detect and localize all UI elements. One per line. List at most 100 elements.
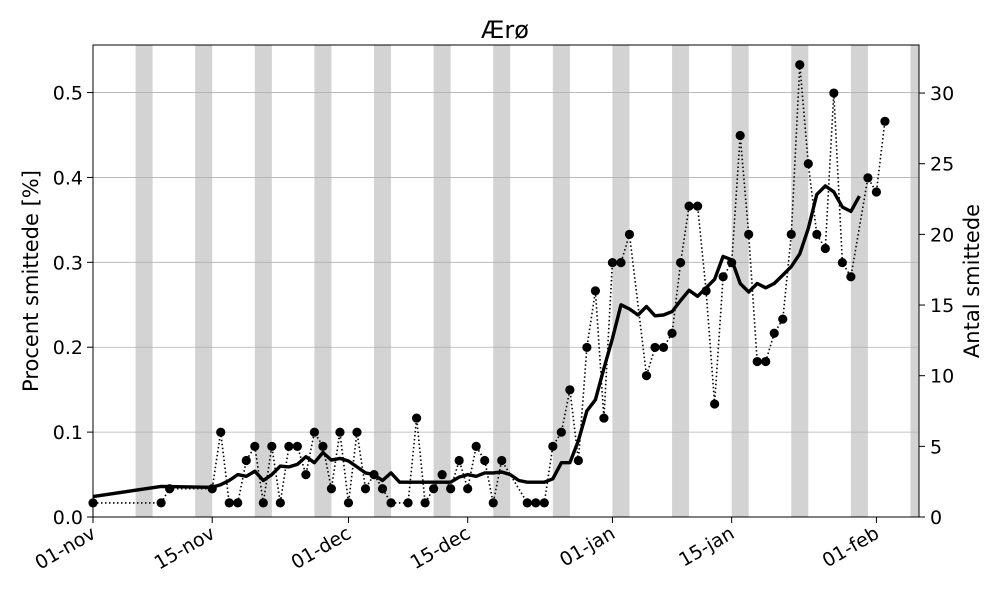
- daily-count-marker: [769, 328, 779, 338]
- daily-count-marker: [667, 328, 677, 338]
- daily-count-marker: [735, 130, 745, 141]
- daily-count-marker: [744, 229, 754, 239]
- daily-count-marker: [233, 498, 243, 508]
- daily-count-marker: [820, 243, 830, 254]
- daily-count-marker: [718, 272, 728, 282]
- daily-count-marker: [488, 498, 498, 508]
- daily-count-marker: [480, 455, 490, 466]
- daily-count-marker: [454, 455, 464, 466]
- y-tick-label-right: 5: [930, 436, 942, 458]
- daily-count-marker: [761, 356, 771, 367]
- daily-count-marker: [539, 498, 549, 508]
- daily-count-marker: [607, 258, 618, 268]
- daily-count-marker: [684, 201, 694, 211]
- daily-count-marker: [224, 498, 234, 508]
- y-tick-label-right: 30: [930, 83, 954, 105]
- weekend-band: [254, 45, 272, 517]
- daily-count-marker: [446, 484, 456, 494]
- series-layer: [88, 60, 890, 508]
- daily-count-marker: [241, 455, 251, 466]
- daily-count-marker: [616, 258, 626, 268]
- daily-count-marker: [156, 498, 166, 508]
- percent-trend-line: [92, 184, 861, 499]
- daily-count-marker: [582, 342, 592, 353]
- daily-count-marker: [403, 498, 413, 508]
- daily-count-marker: [437, 470, 447, 480]
- daily-count-marker: [531, 498, 541, 508]
- weekend-band: [672, 45, 690, 517]
- daily-count-marker: [624, 229, 635, 239]
- daily-count-marker: [692, 201, 703, 211]
- y-tick-label-left: 0.2: [53, 337, 83, 359]
- daily-count-marker: [778, 314, 788, 324]
- daily-count-marker: [548, 441, 558, 451]
- daily-count-marker: [573, 455, 583, 466]
- daily-count-marker: [752, 356, 762, 367]
- y-axis-title-right: Antal smittede: [960, 204, 984, 358]
- y-tick-label-left: 0.0: [53, 507, 83, 529]
- daily-count-marker: [463, 484, 473, 494]
- y-tick-label-right: 0: [930, 507, 942, 529]
- daily-count-marker: [275, 498, 285, 508]
- weekend-band: [791, 45, 809, 517]
- daily-count-marker: [292, 441, 302, 451]
- daily-count-marker: [710, 399, 720, 409]
- daily-count-marker: [386, 498, 396, 508]
- daily-count-marker: [216, 427, 226, 437]
- daily-count-marker: [309, 427, 320, 437]
- daily-count-marker: [871, 187, 882, 197]
- daily-count-marker: [471, 441, 481, 451]
- daily-count-marker: [650, 342, 660, 353]
- y-tick-label-left: 0.4: [53, 167, 83, 189]
- daily-count-marker: [326, 484, 337, 494]
- y-tick-label-right: 10: [930, 366, 954, 388]
- daily-count-marker: [377, 484, 388, 494]
- daily-count-marker: [786, 229, 796, 239]
- daily-count-marker: [284, 441, 294, 451]
- plot-frame: [92, 44, 920, 518]
- weekend-band: [552, 45, 570, 517]
- daily-count-marker: [829, 88, 839, 98]
- daily-count-marker: [360, 484, 371, 494]
- weekend-band: [433, 45, 451, 517]
- y-tick-label-right: 20: [930, 224, 954, 246]
- daily-count-marker: [250, 441, 260, 451]
- daily-count-marker: [846, 272, 856, 282]
- y-tick-label-left: 0.1: [53, 422, 83, 444]
- y-tick-label-left: 0.5: [53, 83, 83, 105]
- daily-count-marker: [343, 498, 354, 508]
- daily-count-marker: [429, 484, 439, 494]
- daily-count-marker: [565, 385, 575, 395]
- daily-count-marker: [522, 498, 532, 508]
- gridline-layer: [93, 92, 919, 518]
- daily-count-marker: [352, 427, 362, 437]
- weekend-band: [195, 45, 213, 517]
- daily-count-marker: [420, 498, 430, 508]
- y-tick-label-left: 0.3: [53, 252, 83, 274]
- daily-count-marker: [641, 371, 652, 381]
- daily-count-marker: [863, 173, 873, 183]
- daily-count-marker: [658, 342, 669, 353]
- daily-count-marker: [812, 229, 822, 239]
- y-tick-label-right: 25: [930, 154, 954, 176]
- daily-count-marker: [795, 60, 805, 70]
- chart-title: Ærø: [481, 16, 529, 44]
- daily-count-marker: [267, 441, 277, 451]
- daily-count-marker: [590, 286, 601, 296]
- y-tick-label-right: 15: [930, 295, 954, 317]
- daily-count-marker: [258, 498, 268, 508]
- daily-count-marker: [837, 258, 847, 268]
- daily-count-marker: [880, 116, 890, 126]
- weekend-band: [314, 45, 332, 517]
- daily-count-marker: [803, 159, 813, 169]
- daily-count-marker: [599, 413, 609, 423]
- daily-count-marker: [301, 470, 311, 480]
- weekend-shading-layer: [135, 45, 919, 517]
- weekend-band: [374, 45, 392, 517]
- weekend-band: [135, 45, 153, 517]
- daily-count-marker: [411, 413, 422, 423]
- weekend-band: [850, 45, 868, 517]
- daily-count-marker: [497, 455, 507, 466]
- weekend-band: [910, 45, 919, 517]
